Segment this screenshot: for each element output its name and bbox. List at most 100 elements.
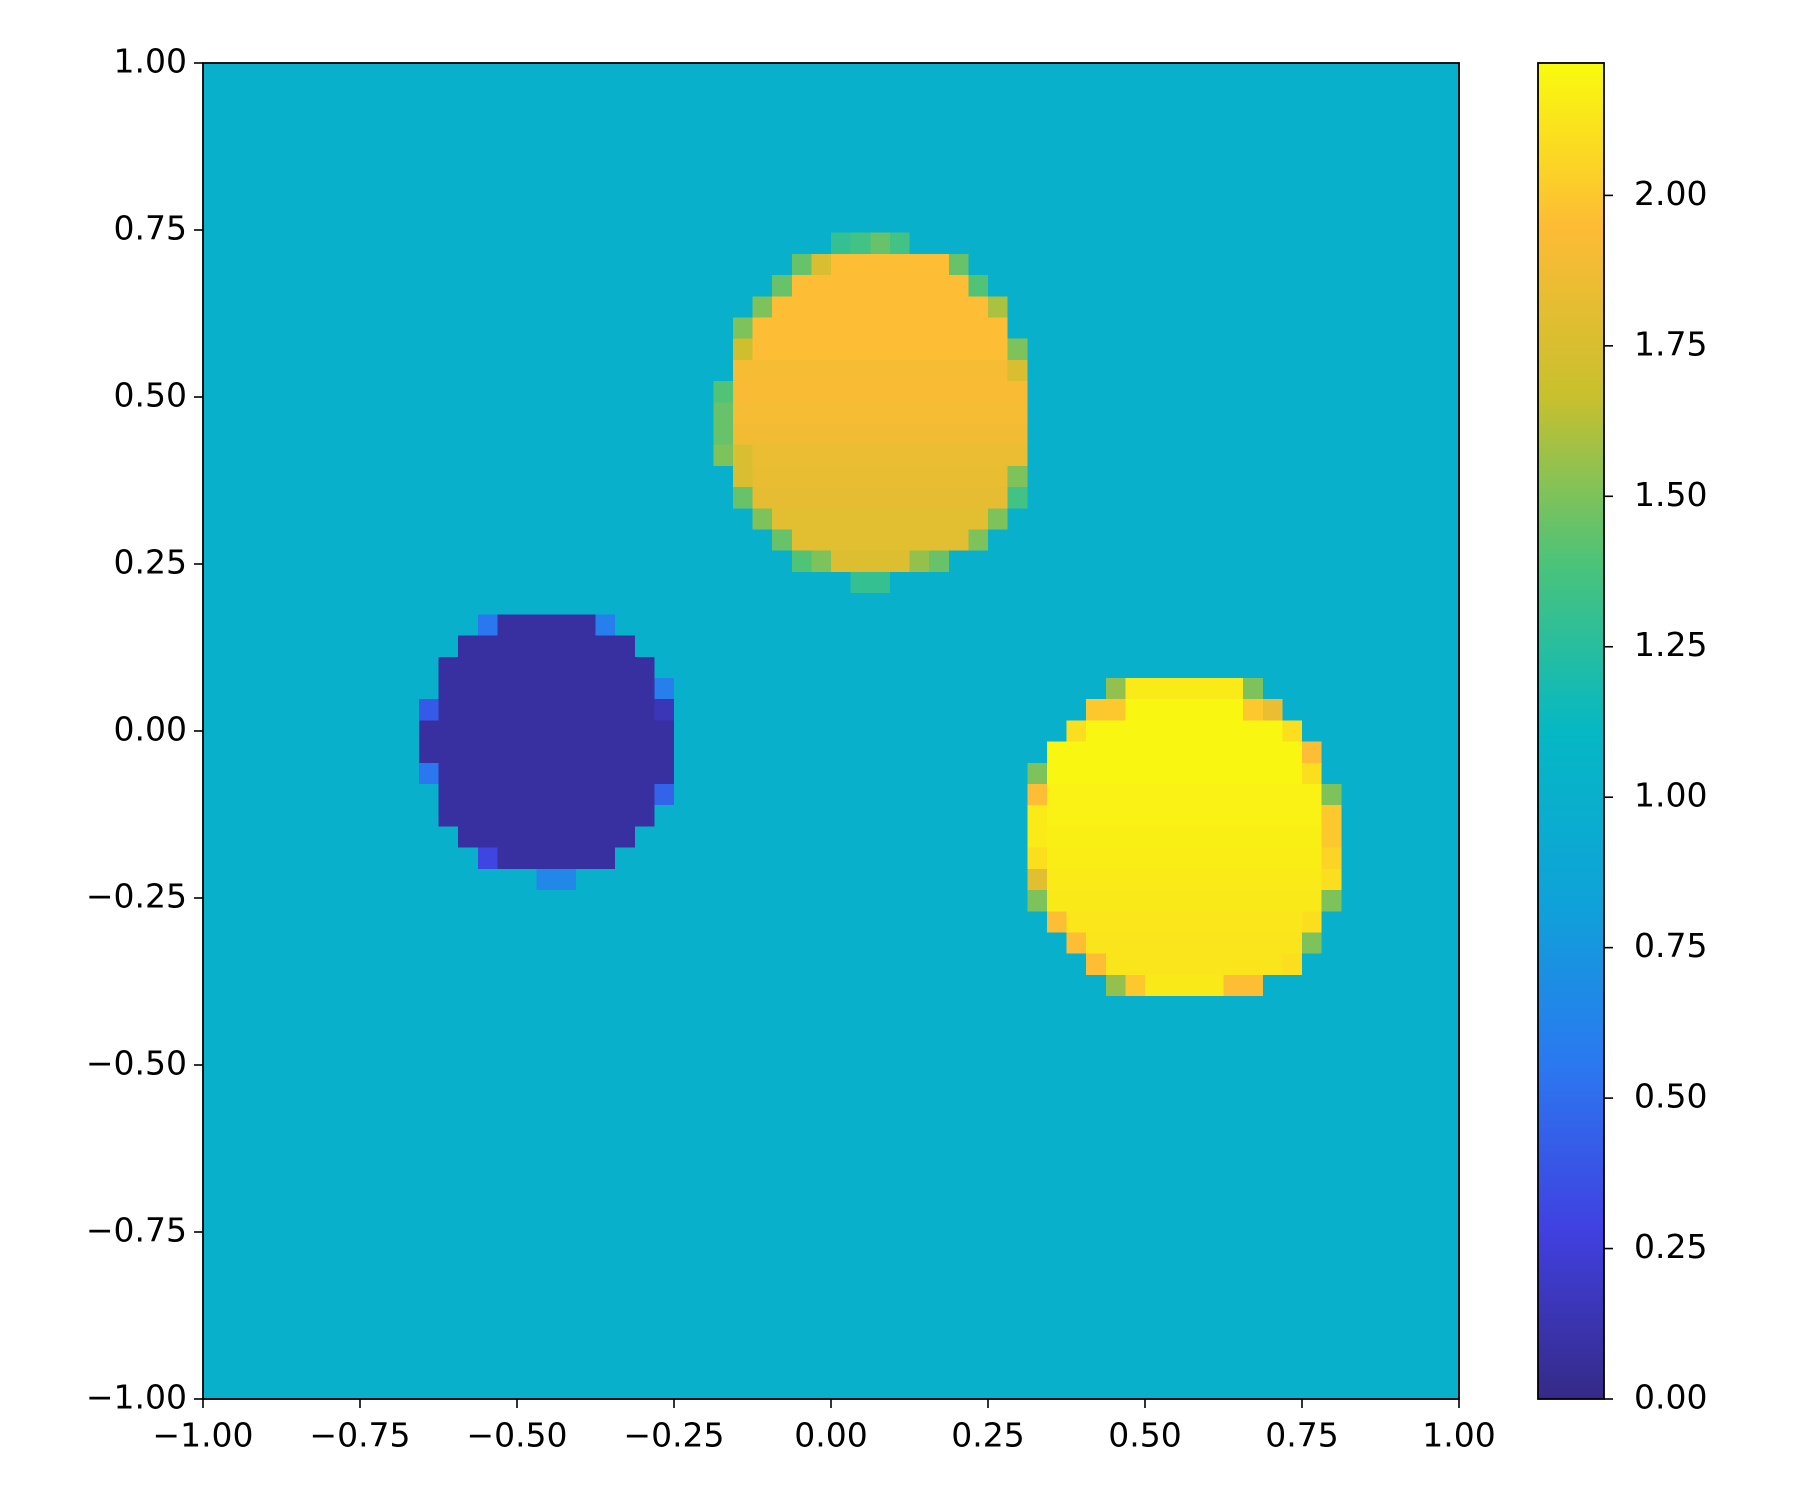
cell [438, 359, 459, 382]
cell [988, 169, 1009, 191]
cell [360, 847, 381, 870]
cell [477, 317, 498, 340]
cell [615, 105, 636, 128]
cell [1125, 317, 1146, 340]
cell [1105, 338, 1126, 361]
cell [1125, 1186, 1146, 1209]
cell [1360, 359, 1382, 382]
cell [713, 614, 734, 637]
cell [615, 169, 636, 191]
cell [1321, 1080, 1342, 1103]
cell [497, 126, 518, 149]
cell [634, 296, 655, 319]
cell [1066, 932, 1087, 955]
cell [301, 1017, 322, 1040]
cell [203, 1144, 224, 1167]
cell [1380, 508, 1401, 531]
cell [988, 147, 1009, 170]
cell [1262, 359, 1283, 382]
cell [1086, 890, 1107, 912]
cell [1086, 699, 1107, 721]
cell [1086, 911, 1107, 934]
cell [340, 232, 361, 255]
cell [713, 1335, 734, 1358]
cell [929, 656, 950, 679]
cell [281, 381, 302, 403]
cell [634, 423, 655, 446]
cell [1282, 1335, 1303, 1358]
cell [713, 1292, 734, 1315]
cell [242, 232, 263, 255]
cell [1007, 974, 1028, 997]
cell [203, 296, 224, 319]
cell [1027, 1165, 1048, 1188]
cell [1262, 635, 1283, 658]
cell [811, 911, 832, 934]
cell [222, 868, 243, 891]
cell [438, 1335, 459, 1358]
cell [988, 614, 1009, 637]
cell [654, 1059, 675, 1082]
colorbar-tick-label: 2.00 [1634, 174, 1707, 213]
cell [1360, 1059, 1382, 1082]
cell [732, 1229, 754, 1252]
cell [340, 190, 361, 213]
cell [1439, 1059, 1460, 1082]
cell [301, 720, 322, 743]
cell [1105, 762, 1126, 785]
cell [1439, 232, 1460, 255]
cell [222, 423, 243, 446]
cell [929, 1165, 950, 1188]
cell [772, 614, 793, 637]
cell [517, 847, 538, 870]
cell [281, 1102, 302, 1124]
cell [615, 275, 636, 297]
cell [418, 211, 440, 234]
cell [713, 169, 734, 191]
cell [320, 699, 341, 721]
cell [850, 487, 871, 509]
cell [1027, 974, 1048, 997]
cell [575, 423, 597, 446]
cell [536, 593, 557, 615]
cell [811, 232, 832, 255]
cell [595, 275, 616, 297]
cell [1302, 1314, 1323, 1336]
cell [713, 1080, 734, 1103]
cell [674, 465, 695, 488]
cell [1086, 126, 1107, 149]
cell [929, 508, 950, 531]
cell [418, 1335, 440, 1358]
cell [1027, 487, 1048, 509]
cell [595, 996, 616, 1018]
cell [968, 1271, 989, 1294]
cell [1125, 275, 1146, 297]
x-tick-label: −0.25 [623, 1416, 724, 1455]
cell [988, 1250, 1009, 1273]
cell [261, 1144, 283, 1167]
cell [536, 402, 557, 425]
cell [1007, 847, 1028, 870]
cell [870, 953, 891, 976]
cell [811, 211, 832, 234]
cell [634, 402, 655, 425]
cell [1164, 402, 1185, 425]
cell [399, 423, 420, 446]
cell [654, 656, 675, 679]
cell [1105, 1292, 1126, 1315]
cell [536, 63, 557, 85]
cell [674, 232, 695, 255]
cell [536, 805, 557, 828]
cell [713, 1271, 734, 1294]
cell [1223, 211, 1244, 234]
cell [1223, 974, 1244, 997]
cell [242, 147, 263, 170]
cell [242, 1335, 263, 1358]
cell [791, 593, 812, 615]
cell [536, 1335, 557, 1358]
cell [1262, 550, 1283, 573]
cell [1184, 974, 1205, 997]
cell [340, 974, 361, 997]
cell [340, 1038, 361, 1061]
cell [1243, 126, 1264, 149]
